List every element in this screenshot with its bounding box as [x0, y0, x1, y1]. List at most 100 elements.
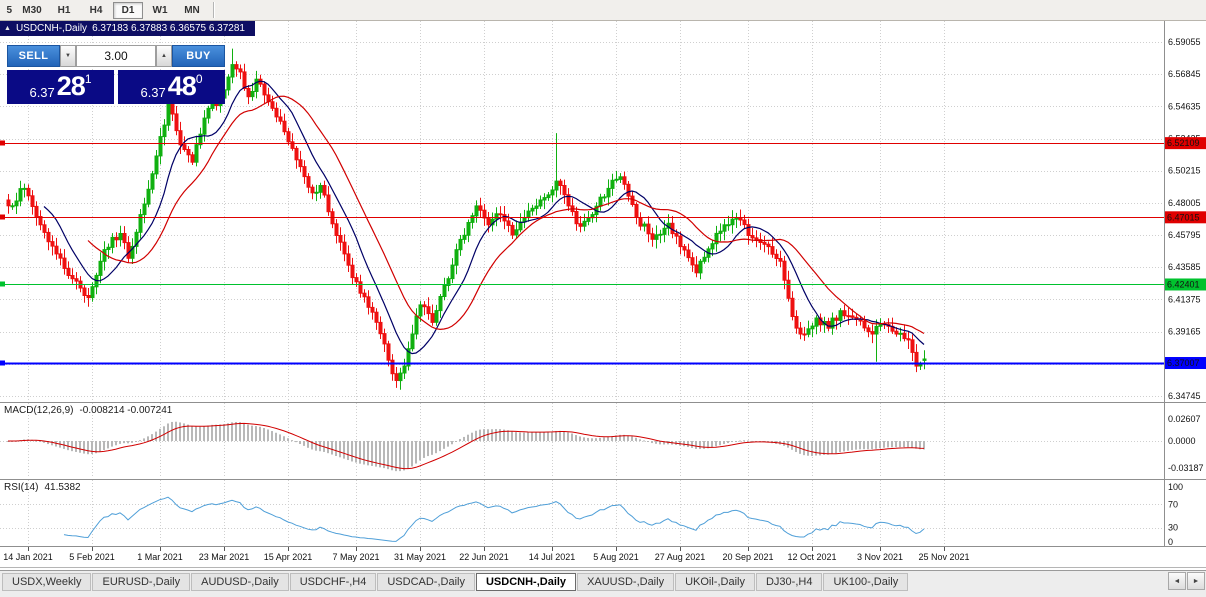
buy-button[interactable]: BUY	[172, 45, 225, 67]
chart-tab-uk100-daily[interactable]: UK100-,Daily	[823, 573, 909, 591]
sell-price-base: 6.37	[29, 85, 55, 100]
chart-tab-usdx-weekly[interactable]: USDX,Weekly	[2, 573, 92, 591]
svg-text:7 May 2021: 7 May 2021	[332, 552, 379, 562]
price-tag	[1165, 278, 1206, 291]
sell-price-point: 1	[84, 72, 92, 86]
chart-canvas[interactable]: 6.590556.568456.546356.524256.502156.480…	[0, 0, 1206, 568]
tab-scroll-left-icon: ◄	[1173, 577, 1181, 585]
tab-scroll-controls: ◄ ►	[1168, 572, 1205, 590]
chart-marker-icon: ▲	[4, 25, 11, 32]
chart-tab-usdchf-h4[interactable]: USDCHF-,H4	[289, 573, 377, 591]
ma-line-fast	[43, 80, 925, 355]
macd-name: MACD(12,26,9)	[4, 405, 74, 416]
svg-text:6.43585: 6.43585	[1168, 262, 1201, 272]
ma-line-slow	[87, 95, 925, 335]
chart-ohlc-readout: 6.37183 6.37883 6.36575 6.37281	[92, 23, 245, 34]
svg-text:0.0000: 0.0000	[1168, 436, 1196, 446]
volume-input[interactable]: 3.00	[76, 45, 156, 67]
level-handle[interactable]	[0, 140, 5, 146]
svg-text:6.42401: 6.42401	[1167, 279, 1200, 289]
pane-separators[interactable]	[0, 21, 1206, 568]
level-handle[interactable]	[0, 281, 5, 287]
svg-text:23 Mar 2021: 23 Mar 2021	[199, 552, 250, 562]
timeframe-button-d1[interactable]: D1	[113, 1, 143, 19]
svg-text:6.50215: 6.50215	[1168, 166, 1201, 176]
svg-text:15 Apr 2021: 15 Apr 2021	[264, 552, 313, 562]
buy-quote-box[interactable]: 6.37 48 0	[118, 70, 225, 104]
timeframe-button-h1[interactable]: H1	[57, 4, 71, 16]
volume-down-icon: ▼	[65, 53, 71, 59]
macd-histogram	[7, 421, 925, 472]
buy-price-point: 0	[195, 72, 203, 86]
svg-text:0.02607: 0.02607	[1168, 414, 1201, 424]
svg-text:22 Jun 2021: 22 Jun 2021	[459, 552, 509, 562]
level-handle[interactable]	[0, 360, 5, 366]
toolbar-separator	[213, 2, 215, 18]
quote-row: 6.37 28 1 6.37 48 0	[7, 70, 225, 104]
timeframe-button-5[interactable]: 5	[6, 4, 12, 16]
volume-decrease-button[interactable]: ▼	[60, 45, 76, 67]
rsi-line	[63, 496, 925, 542]
timeframe-toolbar: 5 M30 H1 H4 D1 W1 MN	[0, 0, 1206, 21]
chart-tab-usdcad-daily[interactable]: USDCAD-,Daily	[377, 573, 475, 591]
sell-quote-box[interactable]: 6.37 28 1	[7, 70, 114, 104]
svg-text:1 Mar 2021: 1 Mar 2021	[137, 552, 183, 562]
trade-controls-row: SELL ▼ 3.00 ▲ BUY	[7, 45, 225, 67]
chart-tab-xauusd-daily[interactable]: XAUUSD-,Daily	[577, 573, 675, 591]
sell-price-pips: 28	[56, 71, 86, 101]
timeframe-button-w1[interactable]: W1	[152, 4, 168, 16]
chart-tab-audusd-daily[interactable]: AUDUSD-,Daily	[191, 573, 289, 591]
chart-tab-ukoil-daily[interactable]: UKOil-,Daily	[675, 573, 755, 591]
timeframe-button-mn[interactable]: MN	[184, 4, 200, 16]
svg-text:20 Sep 2021: 20 Sep 2021	[722, 552, 773, 562]
chart-tab-eurusd-daily[interactable]: EURUSD-,Daily	[92, 573, 191, 591]
svg-text:6.59055: 6.59055	[1168, 37, 1201, 47]
svg-text:27 Aug 2021: 27 Aug 2021	[655, 552, 706, 562]
chart-tab-bar: USDX,Weekly EURUSD-,Daily AUDUSD-,Daily USD…	[0, 570, 1206, 597]
svg-text:6.48005: 6.48005	[1168, 198, 1201, 208]
tab-scroll-left-button[interactable]: ◄	[1168, 572, 1186, 590]
timeframe-button-h4[interactable]: H4	[89, 4, 103, 16]
svg-text:14 Jan 2021: 14 Jan 2021	[3, 552, 53, 562]
svg-text:6.52109: 6.52109	[1167, 138, 1200, 148]
one-click-trading-panel: SELL ▼ 3.00 ▲ BUY 6.37 28 1 6.37 48 0	[7, 45, 225, 104]
svg-text:100: 100	[1168, 482, 1183, 492]
level-handle[interactable]	[0, 214, 5, 220]
volume-up-icon: ▲	[161, 53, 167, 59]
price-tag	[1165, 137, 1206, 150]
svg-text:14 Jul 2021: 14 Jul 2021	[529, 552, 576, 562]
macd-indicator-label: MACD(12,26,9) -0.008214 -0.007241	[4, 405, 172, 416]
price-axis: 6.590556.568456.546356.524256.502156.480…	[1165, 37, 1206, 547]
svg-text:6.54635: 6.54635	[1168, 101, 1201, 111]
chart-tab-usdcnh-daily[interactable]: USDCNH-,Daily	[475, 573, 577, 591]
price-tag	[1165, 357, 1206, 370]
rsi-value: 41.5382	[44, 482, 81, 493]
svg-text:3 Nov 2021: 3 Nov 2021	[857, 552, 903, 562]
volume-increase-button[interactable]: ▲	[156, 45, 172, 67]
sell-button[interactable]: SELL	[7, 45, 60, 67]
date-axis: 14 Jan 2021 5 Feb 2021 1 Mar 2021 23 Mar 20…	[3, 547, 970, 562]
buy-price-base: 6.37	[140, 85, 166, 100]
svg-text:70: 70	[1168, 499, 1178, 509]
svg-text:6.56845: 6.56845	[1168, 69, 1201, 79]
chart-symbol-period: USDCNH-,Daily	[15, 23, 88, 34]
svg-text:-0.03187: -0.03187	[1168, 463, 1204, 473]
chart-tab-dj30-h4[interactable]: DJ30-,H4	[755, 573, 823, 591]
svg-text:25 Nov 2021: 25 Nov 2021	[918, 552, 969, 562]
macd-values: -0.008214 -0.007241	[79, 405, 173, 416]
svg-text:6.37007: 6.37007	[1167, 358, 1200, 368]
svg-text:6.34745: 6.34745	[1168, 391, 1201, 401]
macd-signal-line	[8, 422, 925, 470]
tab-scroll-right-button[interactable]: ►	[1187, 572, 1205, 590]
price-tag	[1165, 211, 1206, 224]
tab-scroll-right-icon: ►	[1192, 577, 1200, 585]
svg-text:6.39165: 6.39165	[1168, 327, 1201, 337]
chart-title-bar: ▲ USDCNH-,Daily 6.37183 6.37883 6.36575 …	[0, 21, 255, 36]
rsi-indicator-label: RSI(14) 41.5382	[4, 482, 81, 493]
svg-text:30: 30	[1168, 523, 1178, 533]
svg-text:0: 0	[1168, 537, 1173, 547]
timeframe-button-m30[interactable]: M30	[22, 4, 42, 16]
horizontal-level-lines[interactable]	[0, 140, 1164, 366]
rsi-name: RSI(14)	[4, 482, 39, 493]
